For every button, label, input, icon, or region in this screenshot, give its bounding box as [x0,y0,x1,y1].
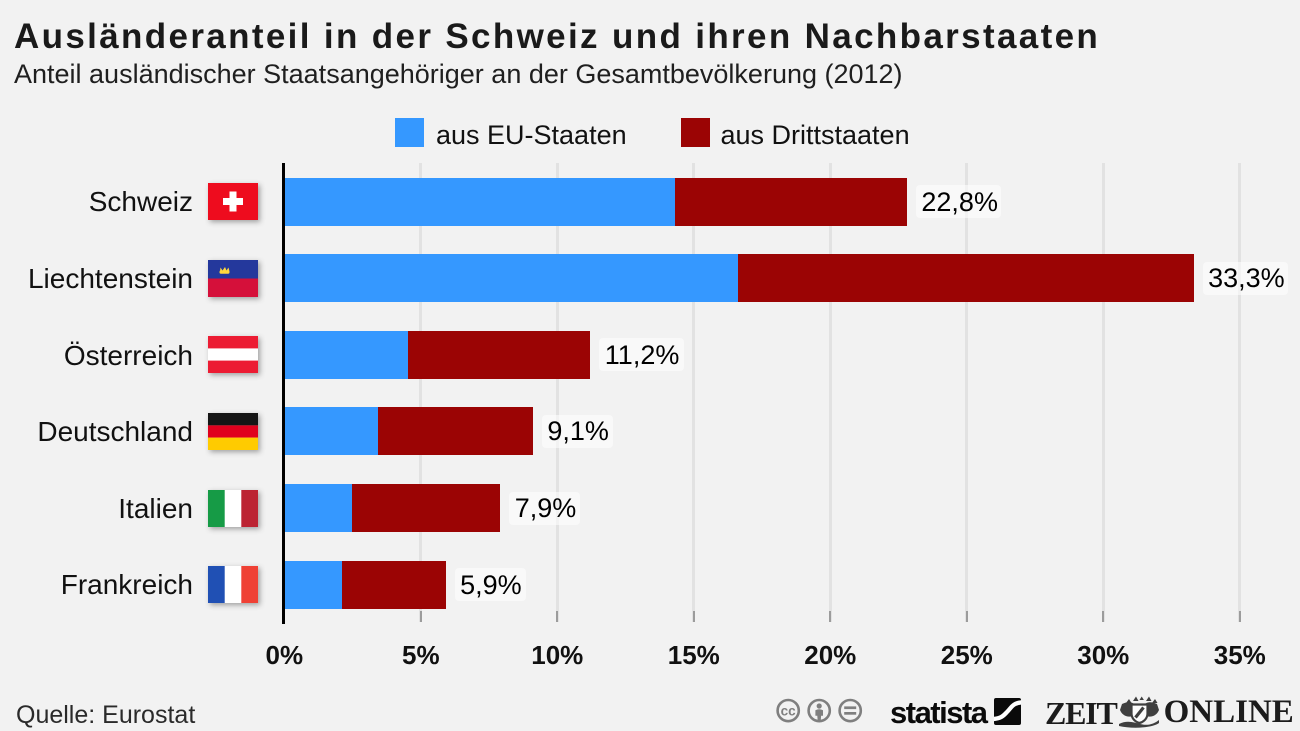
svg-text:cc: cc [781,703,797,718]
